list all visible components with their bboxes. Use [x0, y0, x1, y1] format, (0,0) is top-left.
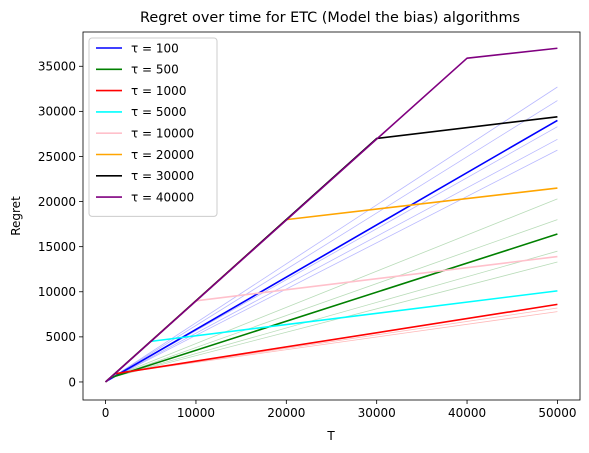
y-tick-label: 15000 [38, 240, 76, 254]
legend-label: τ = 10000 [131, 127, 194, 141]
y-tick-label: 5000 [45, 330, 76, 344]
y-axis-ticks: 0 5000 10000 15000 20000 25000 30000 35000 [38, 60, 83, 389]
legend: τ = 100 τ = 500 τ = 1000 τ = 5000 τ = 10000 τ… [88, 37, 218, 217]
x-tick-label: 0 [102, 406, 110, 420]
x-tick-label: 30000 [358, 406, 396, 420]
y-axis-label: Regret [9, 196, 23, 236]
legend-label: τ = 1000 [131, 84, 186, 98]
legend-label: τ = 40000 [131, 190, 194, 204]
y-tick-label: 20000 [38, 195, 76, 209]
y-tick-label: 10000 [38, 285, 76, 299]
legend-label: τ = 100 [131, 41, 179, 55]
faint-run-line [105, 198, 558, 383]
y-tick-label: 35000 [38, 60, 76, 74]
series-lines [105, 47, 558, 383]
x-tick-label: 10000 [177, 406, 215, 420]
x-tick-label: 40000 [448, 406, 486, 420]
x-axis-label: T [326, 429, 335, 443]
faint-run-line [105, 250, 558, 383]
legend-label: τ = 20000 [131, 148, 194, 162]
legend-box [88, 37, 218, 217]
chart-title: Regret over time for ETC (Model the bias… [140, 10, 520, 26]
y-tick-label: 25000 [38, 150, 76, 164]
y-tick-label: 30000 [38, 105, 76, 119]
legend-label: τ = 500 [131, 63, 179, 77]
series-line-3 [105, 290, 558, 383]
x-tick-label: 20000 [267, 406, 305, 420]
legend-label: τ = 30000 [131, 169, 194, 183]
x-tick-label: 50000 [538, 406, 576, 420]
y-tick-label: 0 [68, 375, 76, 389]
series-line-7 [105, 47, 558, 383]
x-axis-ticks: 0 10000 20000 30000 40000 50000 [102, 400, 577, 420]
plot-frame [82, 31, 581, 401]
legend-label: τ = 5000 [131, 105, 186, 119]
